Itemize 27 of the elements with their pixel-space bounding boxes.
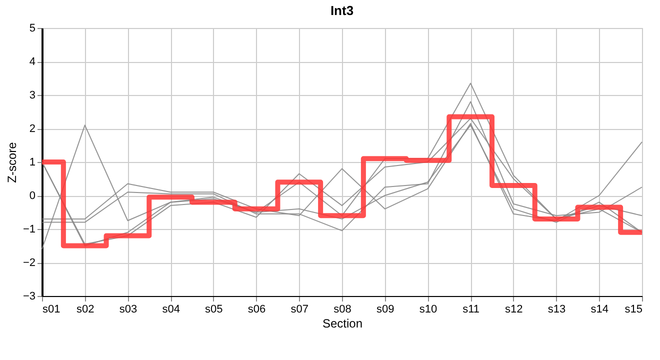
y-tick-label: 4 — [29, 56, 36, 68]
y-tick-label: 1 — [29, 156, 36, 168]
x-tick-label: s06 — [248, 304, 266, 316]
x-tick-label: s04 — [162, 304, 180, 316]
x-tick-label: s10 — [419, 304, 438, 316]
x-axis-title: Section — [322, 316, 363, 330]
x-tick-label: s07 — [290, 304, 309, 316]
x-tick-label: s02 — [76, 304, 94, 316]
x-tick-label: s05 — [205, 304, 223, 316]
y-tick-label: 0 — [29, 190, 36, 202]
x-tick-label: s14 — [590, 304, 609, 316]
y-tick-label: −2 — [22, 257, 36, 269]
x-tick-label: s09 — [376, 304, 394, 316]
x-tick-label: s12 — [505, 304, 523, 316]
x-tick-label: s08 — [334, 304, 352, 316]
y-tick-label: 5 — [29, 22, 36, 34]
x-tick-label: s11 — [462, 304, 480, 316]
chart-title: Int3 — [330, 3, 354, 18]
x-tick-label: s13 — [548, 304, 566, 316]
y-tick-label: 3 — [29, 90, 36, 102]
x-tick-label: s01 — [42, 304, 60, 316]
y-tick-label: 2 — [29, 123, 36, 135]
y-tick-label: −1 — [22, 224, 36, 236]
y-tick-label: −3 — [22, 290, 36, 302]
x-tick-label: s03 — [119, 304, 138, 316]
y-axis-title: Z-score — [4, 142, 19, 183]
x-tick-label: s15 — [624, 304, 642, 316]
